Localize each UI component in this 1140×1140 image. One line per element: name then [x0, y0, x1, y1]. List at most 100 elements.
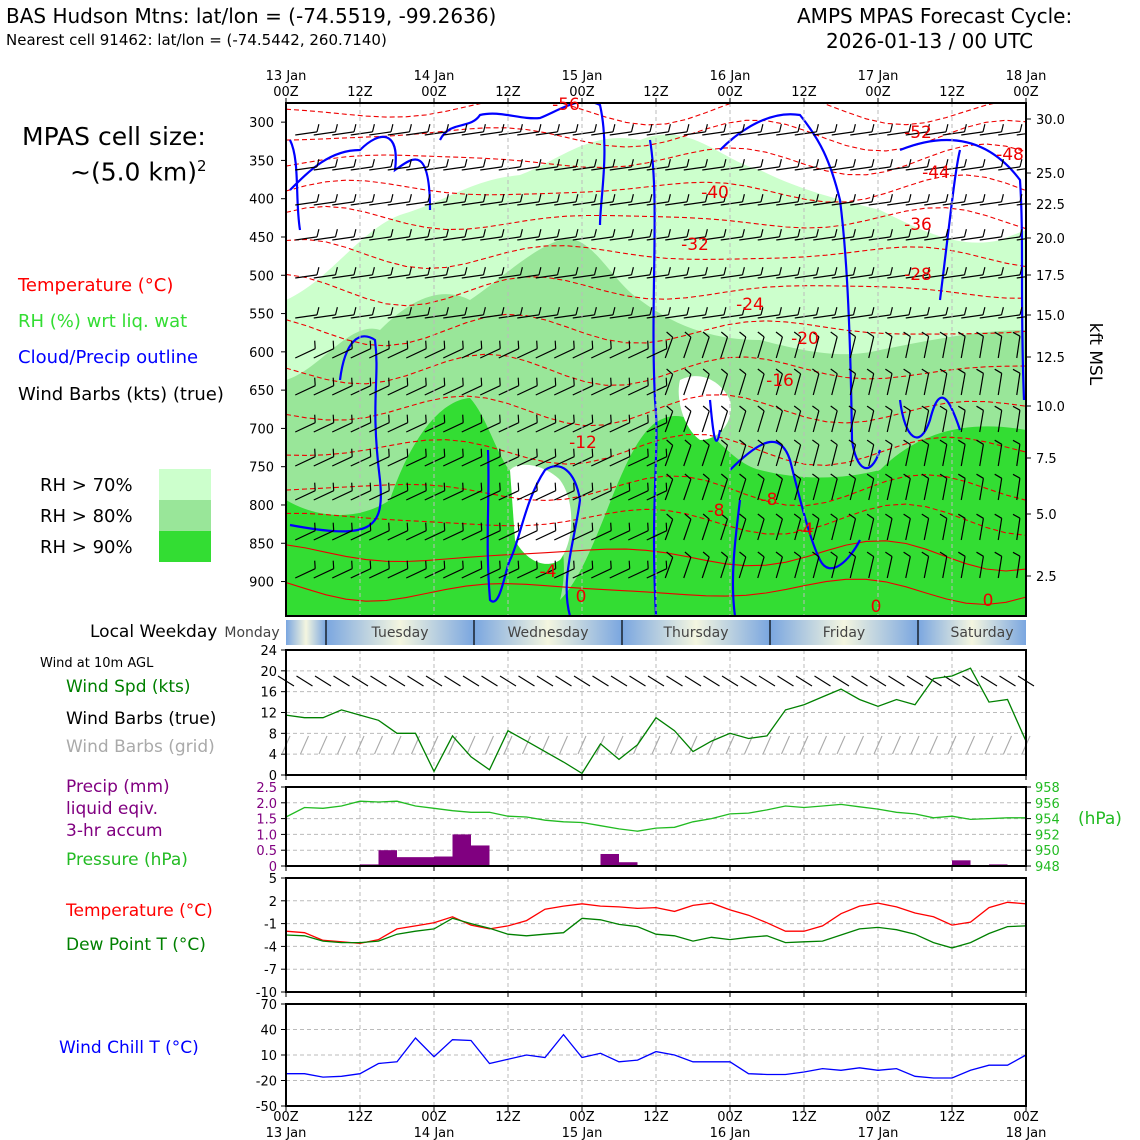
kft-tick-label: 15.0: [1036, 309, 1065, 324]
xsec-wind-barb-feather: [480, 482, 483, 491]
xsec-wind-barb-feather: [628, 340, 631, 349]
xsec-wind-barb-feather: [390, 194, 394, 203]
temperature-contour-line: [286, 353, 1026, 386]
xsec-wind-barb: [905, 131, 928, 136]
xsec-wind-barb: [886, 444, 893, 467]
xsec-wind-barb: [886, 518, 893, 541]
xsec-wind-barb: [868, 410, 875, 433]
xsec-wind-barb-feather: [720, 473, 728, 480]
xsec-wind-barb: [831, 518, 838, 541]
xsec-wind-barb-feather: [957, 368, 966, 374]
xsec-wind-barb: [961, 314, 984, 319]
xsec-wind-barb: [775, 336, 783, 359]
xsec-wind-barb-feather: [610, 448, 612, 457]
xsec-wind-barb: [997, 444, 1003, 467]
xsec-wind-barb: [369, 236, 392, 241]
xsec-wind-barb: [553, 568, 575, 579]
xsec-wind-barb-feather: [538, 307, 542, 316]
wind10m-title: Wind at 10m AGL: [40, 656, 154, 671]
xsec-wind-barb: [757, 166, 780, 171]
xsec-wind-barb: [646, 274, 669, 279]
xsec-wind-barb-feather: [885, 405, 893, 411]
xsec-wind-barb: [498, 131, 521, 136]
xsec-wind-barb: [942, 131, 965, 136]
xsec-wind-barb-feather: [369, 560, 372, 569]
xsec-wind-barb-feather: [921, 368, 929, 374]
xsec-wind-barb: [923, 373, 930, 396]
xsec-wind-barb-feather: [945, 307, 949, 316]
xsec-wind-barb-feather: [666, 551, 674, 558]
xsec-wind-barb-feather: [371, 124, 375, 133]
xsec-wind-barb-feather: [723, 159, 727, 168]
xsec-wind-barb-feather: [388, 448, 390, 457]
xsec-wind-barb: [905, 373, 911, 396]
xsec-wind-barb-feather: [797, 307, 801, 316]
xsec-wind-barb-feather: [390, 229, 394, 238]
xsec-wind-barb-feather: [1012, 405, 1021, 411]
xsec-wind-barb-feather: [1000, 194, 1004, 203]
xsec-wind-barb: [590, 490, 612, 501]
xsec-wind-barb: [702, 201, 725, 206]
xsec-wind-barb-feather: [866, 368, 875, 375]
temperature-contour-label: 0: [983, 591, 994, 611]
xsec-wind-barb-feather: [775, 439, 783, 446]
xsec-wind-barb-feather: [889, 267, 893, 276]
xsec-wind-barb-feather: [720, 551, 728, 558]
bottom-hour-label: 00Z: [273, 1110, 299, 1125]
rh-swatch-80: [159, 500, 211, 531]
xsec-wind-barb-feather: [741, 267, 745, 276]
xsec-wind-barb: [405, 456, 427, 467]
panel-frame: [285, 786, 1027, 867]
xsec-wind-barb-feather: [519, 159, 523, 168]
xsec-wind-barb-feather: [536, 377, 538, 386]
pressure-tick-label: 650: [249, 384, 274, 399]
xsec-wind-barb-feather: [443, 340, 446, 349]
xsec-wind-barb-feather: [314, 340, 316, 349]
xsec-wind-barb-feather: [462, 448, 464, 457]
xsec-wind-barb: [886, 336, 893, 359]
xsec-wind-barb-feather: [775, 331, 783, 338]
xsec-wind-barb: [368, 348, 390, 359]
xsec-wind-barb: [387, 201, 410, 206]
xsec-wind-barb-feather: [519, 124, 523, 133]
xsec-wind-barb-feather: [686, 229, 690, 238]
xsec-wind-barb-feather: [628, 448, 631, 457]
xsec-wind-barb: [923, 478, 930, 501]
panel-ytick-label: 12: [260, 707, 277, 722]
xsec-wind-barb: [627, 385, 649, 396]
xsec-wind-barb: [757, 410, 765, 433]
xsec-wind-barb: [794, 201, 817, 206]
xsec-wind-barb: [664, 411, 674, 433]
xsec-wind-barb: [424, 568, 445, 579]
xsec-wind-barb-feather: [812, 331, 820, 338]
xsec-wind-barb: [812, 556, 820, 579]
xsec-wind-barb-feather: [797, 229, 801, 238]
grid-wind-barb: [614, 735, 624, 755]
xsec-wind-barb: [572, 456, 593, 467]
xsec-wind-barb: [776, 131, 799, 136]
xsec-wind-barb-feather: [462, 340, 464, 349]
xsec-wind-barb-feather: [554, 414, 557, 423]
xsec-wind-barb-feather: [720, 405, 728, 412]
xsec-wind-barb-feather: [665, 377, 668, 386]
xsec-wind-barb: [923, 410, 930, 433]
true-wind-barb: [851, 675, 868, 687]
xsec-wind-barb: [350, 131, 373, 136]
xsec-wind-barb: [775, 518, 783, 541]
weekday-label: Tuesday: [371, 625, 429, 641]
xsec-wind-barb-feather: [812, 551, 820, 558]
xsec-wind-barb: [776, 314, 799, 319]
xsec-wind-barb: [757, 444, 765, 467]
nearest-cell-text: Nearest cell 91462: lat/lon = (-74.5442,…: [6, 31, 387, 49]
xsec-wind-barb-feather: [830, 331, 838, 338]
xsec-wind-barb-feather: [720, 439, 728, 446]
true-wind-barb: [536, 675, 554, 687]
xsec-wind-barb: [313, 568, 334, 579]
xsec-wind-barb: [498, 274, 521, 279]
xsec-wind-barb: [461, 131, 484, 136]
xsec-wind-barb-feather: [425, 522, 427, 531]
precip-liquid-label: liquid eqiv.: [66, 799, 159, 819]
panel-ytick-label: 16: [260, 686, 277, 701]
xsec-wind-barb-feather: [464, 229, 468, 238]
xsec-wind-barb-feather: [757, 331, 765, 338]
